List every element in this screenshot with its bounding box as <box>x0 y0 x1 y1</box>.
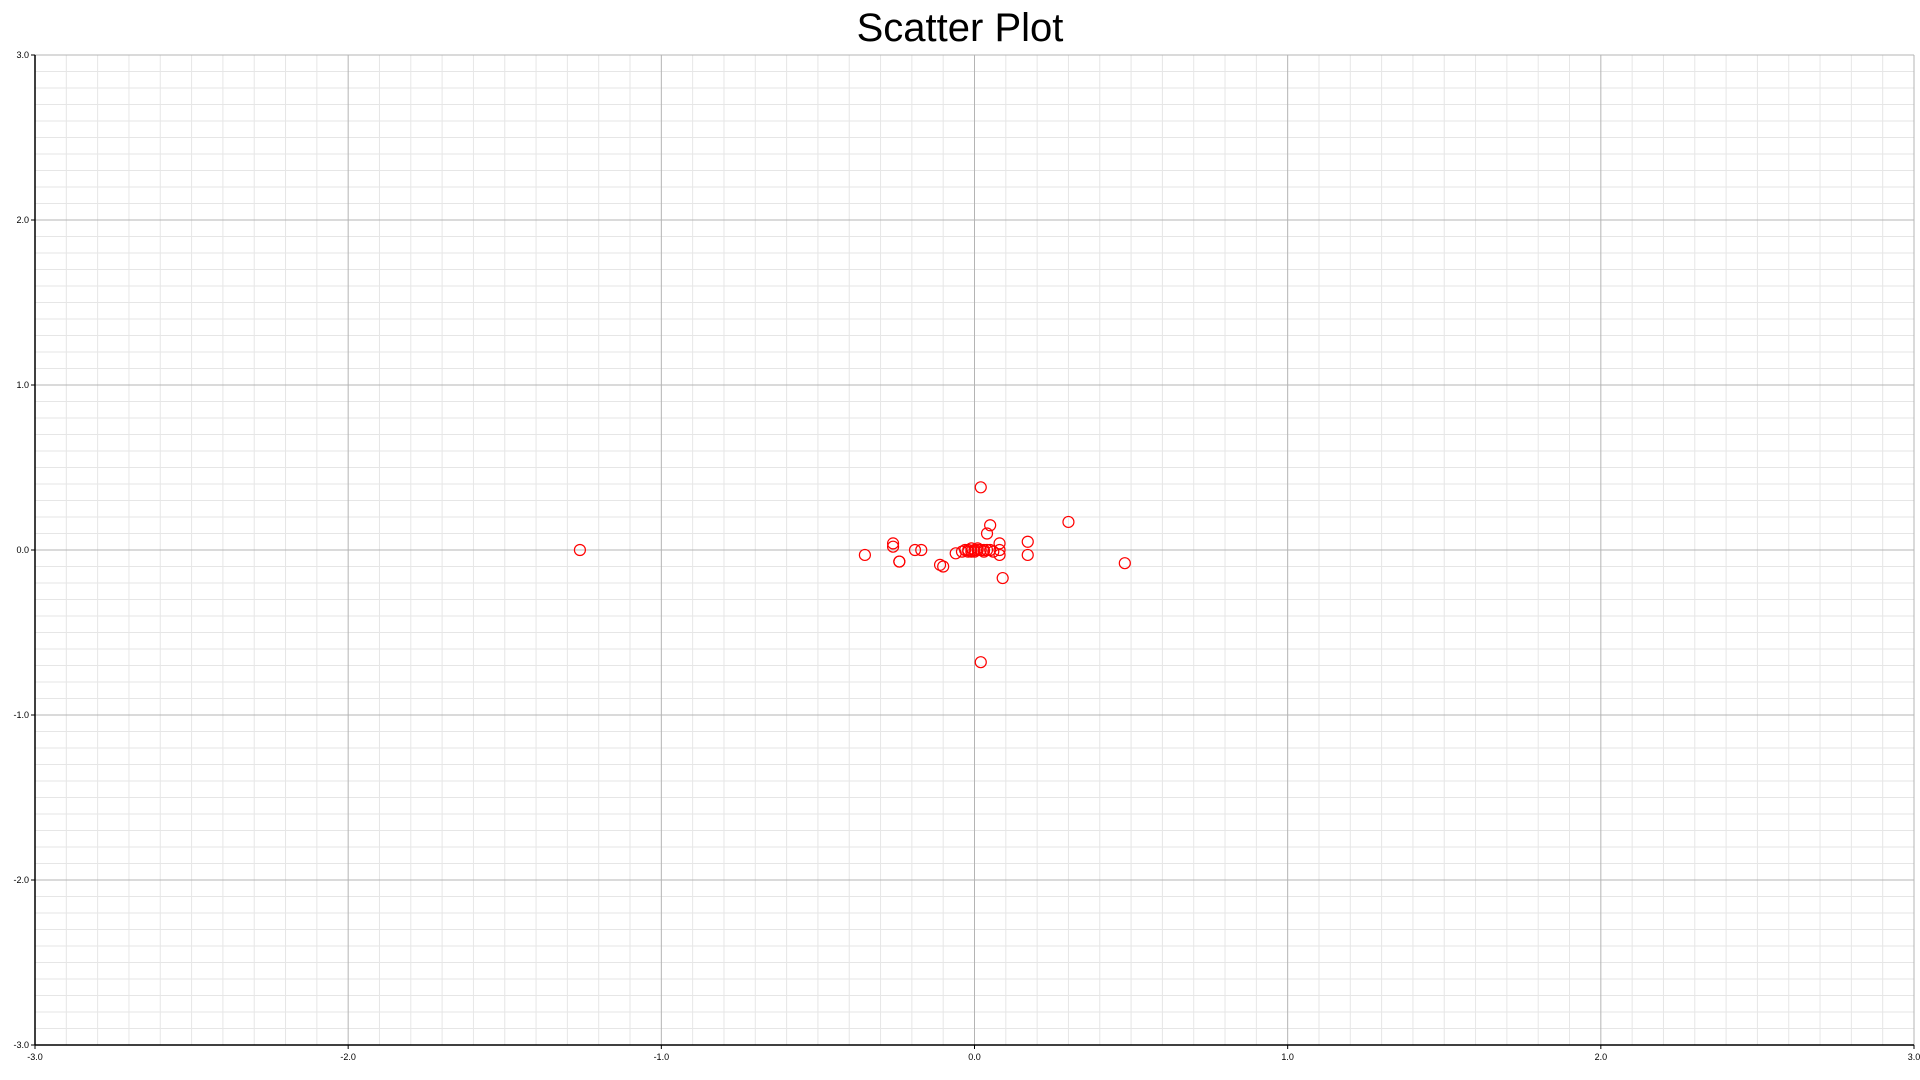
scatter-point <box>980 527 994 540</box>
scatter-point <box>1118 557 1131 570</box>
y-tick-label: 1.0 <box>16 380 29 390</box>
y-tick-label: 0.0 <box>16 545 29 555</box>
x-axis-ticks: -3.0 -2.0 -1.0 0.0 1.0 2.0 3.0 <box>27 1045 1920 1062</box>
scatter-point <box>858 548 871 562</box>
x-tick-label: 3.0 <box>1908 1052 1920 1062</box>
scatter-point <box>1021 548 1034 562</box>
scatter-point <box>996 571 1009 585</box>
y-tick-label: -3.0 <box>13 1040 29 1050</box>
y-axis-ticks: 3.0 2.0 1.0 0.0 -1.0 -2.0 -3.0 <box>13 50 35 1050</box>
x-tick-label: 0.0 <box>968 1052 981 1062</box>
x-tick-label: -3.0 <box>27 1052 43 1062</box>
scatter-point <box>886 540 900 553</box>
y-tick-label: -1.0 <box>13 710 29 720</box>
scatter-point <box>886 537 900 550</box>
scatter-point <box>573 543 587 557</box>
y-tick-label: 2.0 <box>16 215 29 225</box>
scatter-point <box>993 537 1006 550</box>
scatter-point <box>1021 535 1034 548</box>
data-points <box>573 481 1131 669</box>
major-grid <box>35 54 1915 1045</box>
scatter-point <box>987 545 1000 558</box>
y-tick-label: -2.0 <box>13 875 29 885</box>
scatter-point <box>984 519 997 532</box>
scatter-point <box>993 548 1006 562</box>
scatter-point <box>1062 515 1075 529</box>
x-tick-label: 1.0 <box>1281 1052 1294 1062</box>
x-tick-label: 2.0 <box>1595 1052 1608 1062</box>
x-tick-label: -2.0 <box>340 1052 356 1062</box>
scatter-point <box>993 543 1006 557</box>
scatter-point <box>937 560 950 573</box>
scatter-point <box>974 656 987 669</box>
y-tick-label: 3.0 <box>16 50 29 60</box>
chart-title: Scatter Plot <box>856 6 1064 50</box>
scatter-point <box>974 481 987 494</box>
scatter-point <box>908 543 922 557</box>
scatter-point <box>893 555 906 568</box>
scatter-point <box>980 543 994 557</box>
scatter-point <box>915 543 928 557</box>
x-tick-label: -1.0 <box>654 1052 670 1062</box>
